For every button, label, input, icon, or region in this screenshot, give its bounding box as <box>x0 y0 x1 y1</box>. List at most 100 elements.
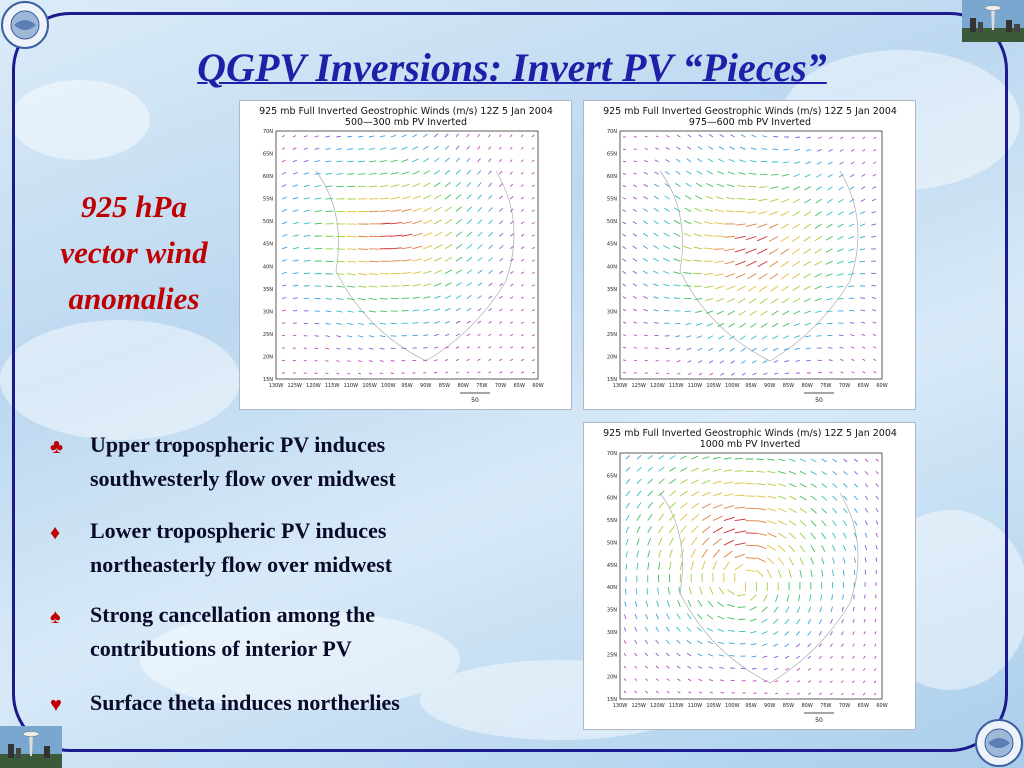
wind-vector <box>832 458 838 463</box>
wind-vector <box>336 148 342 150</box>
wind-vector <box>444 371 449 374</box>
wind-vector <box>390 159 398 163</box>
wind-vector <box>687 372 692 376</box>
lon-tick-label: 65W <box>514 383 525 389</box>
wind-vector <box>622 308 627 312</box>
wind-vector <box>735 260 746 266</box>
wind-vector <box>379 185 389 188</box>
wind-vector <box>793 173 801 178</box>
wind-vector <box>654 171 659 175</box>
wind-vector <box>531 346 535 349</box>
wind-vector <box>814 235 822 242</box>
wind-vector <box>783 335 790 339</box>
bullet-line: Surface theta induces northerlies <box>90 690 400 715</box>
lon-tick-label: 70W <box>839 703 850 709</box>
wind-vector <box>676 665 681 669</box>
wind-vector <box>358 160 365 163</box>
wind-vector <box>669 455 676 460</box>
wind-vector <box>652 257 659 262</box>
wind-vector <box>718 654 724 657</box>
lon-tick-label: 80W <box>801 383 812 389</box>
wind-vector <box>836 273 844 276</box>
wind-vector <box>718 335 725 340</box>
wind-vector <box>622 296 627 299</box>
lon-tick-label: 125W <box>287 383 302 389</box>
wind-vector <box>477 320 482 324</box>
wind-vector <box>680 455 688 460</box>
wind-vector <box>347 148 354 150</box>
wind-vector <box>666 360 670 362</box>
wind-vector <box>838 173 844 178</box>
wind-vector <box>509 233 514 237</box>
wind-vector <box>697 653 703 657</box>
wind-vector <box>796 655 801 659</box>
wind-vector <box>686 158 692 163</box>
wind-vector <box>849 321 855 324</box>
wind-vector <box>704 285 714 289</box>
wind-vector <box>423 207 432 212</box>
wind-vector <box>509 159 513 163</box>
wind-vector <box>750 335 757 340</box>
wind-vector <box>772 618 779 624</box>
wind-vector <box>488 308 493 312</box>
wind-vector <box>292 135 297 138</box>
lon-tick-label: 60W <box>876 383 887 389</box>
wind-vector <box>756 470 765 473</box>
wind-vector <box>875 545 878 550</box>
wind-vector <box>729 335 735 340</box>
wind-vector <box>677 599 681 607</box>
wind-vector <box>832 470 838 476</box>
wind-vector <box>853 557 856 563</box>
wind-vector <box>724 260 735 265</box>
wind-vector <box>510 308 514 312</box>
map-subtitle: 500—300 mb PV Inverted <box>345 117 467 128</box>
wind-vector <box>727 310 735 316</box>
wind-vector <box>859 260 866 263</box>
wind-vector <box>303 260 311 262</box>
wind-vector <box>477 182 482 187</box>
wind-vector <box>832 507 838 514</box>
wind-vector <box>653 220 659 225</box>
wind-vector <box>859 223 866 227</box>
map-subtitle: 1000 mb PV Inverted <box>700 439 801 450</box>
wind-vector <box>433 244 443 250</box>
wind-vector <box>633 184 638 188</box>
wind-vector <box>347 285 356 288</box>
wind-vector <box>831 594 833 601</box>
wind-vector <box>723 550 733 558</box>
wind-vector <box>292 234 299 237</box>
wind-vector <box>875 495 879 500</box>
wind-vector <box>652 270 659 275</box>
wind-vector <box>680 467 688 472</box>
wind-vector <box>401 146 408 150</box>
wind-vector <box>838 198 844 203</box>
wind-vector <box>788 495 797 501</box>
wind-vector <box>782 310 790 316</box>
wind-vector <box>401 297 410 299</box>
wind-vector <box>850 334 855 337</box>
wind-vector <box>832 545 836 552</box>
wind-vector <box>698 678 703 682</box>
wind-vector <box>750 147 757 150</box>
wind-vector <box>862 358 866 361</box>
wind-vector <box>635 588 638 595</box>
wind-vector <box>669 549 673 558</box>
wind-vector <box>663 270 670 275</box>
wind-vector <box>750 630 757 634</box>
wind-vector <box>781 186 790 190</box>
wind-vector <box>757 211 768 215</box>
wind-vector <box>769 198 779 203</box>
wind-vector <box>423 270 432 275</box>
wind-vector <box>851 149 855 152</box>
wind-vector <box>669 478 677 484</box>
bullet-line: Strong cancellation among the <box>90 602 375 627</box>
wind-vector <box>764 692 768 695</box>
wind-vector <box>488 207 493 212</box>
wind-vector <box>841 668 844 671</box>
wind-vector <box>768 235 779 242</box>
wind-vector <box>520 233 525 237</box>
wind-map-surface-pv: 925 mb Full Inverted Geostrophic Winds (… <box>583 422 916 730</box>
lat-tick-label: 20N <box>607 354 617 360</box>
wind-vector <box>725 285 735 291</box>
wind-vector <box>794 335 801 339</box>
